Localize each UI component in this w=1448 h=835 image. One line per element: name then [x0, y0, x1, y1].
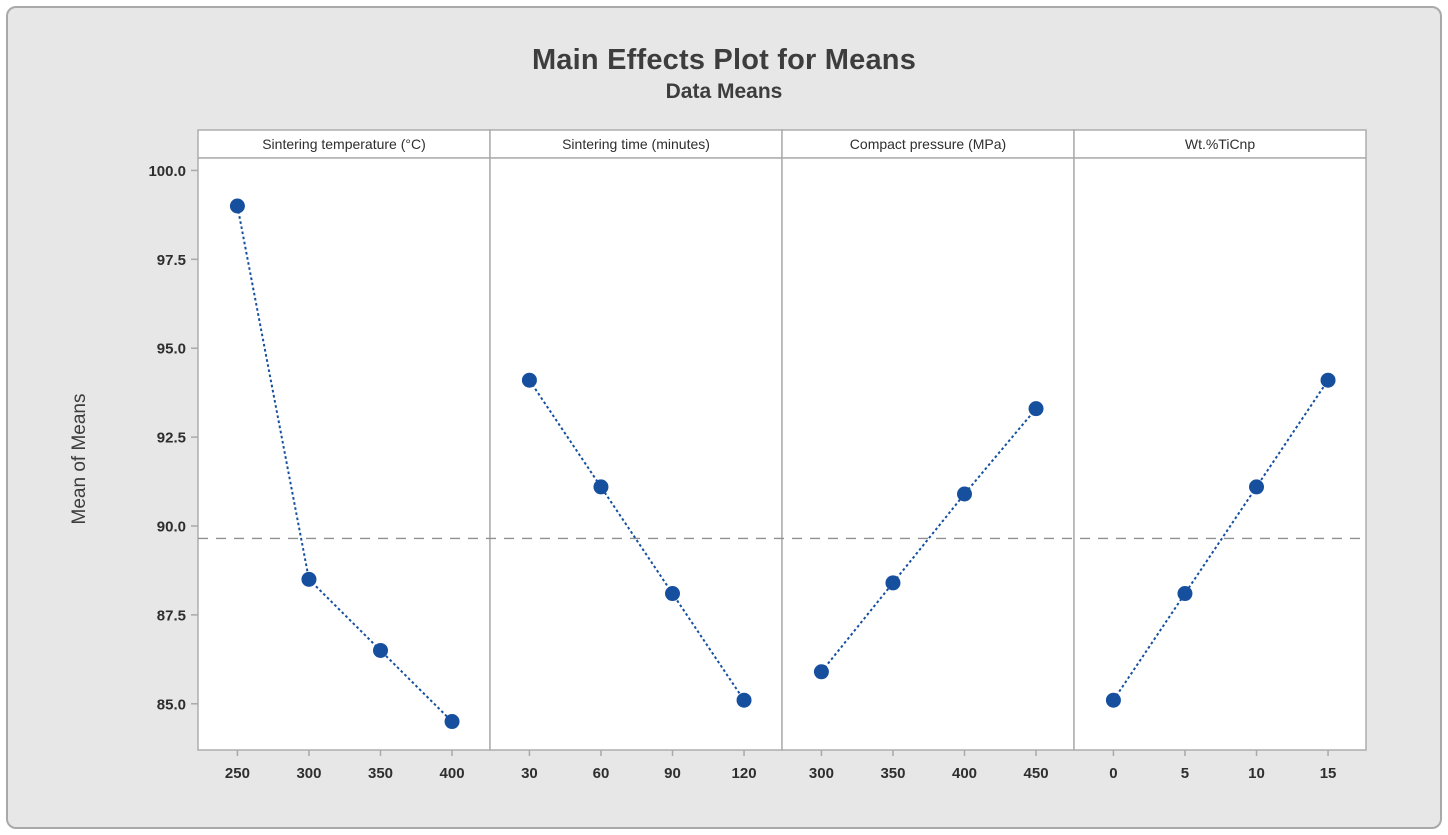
- data-point: [1249, 479, 1264, 495]
- panel-body: [489, 157, 783, 751]
- data-point: [444, 714, 460, 730]
- x-tick-label: 30: [521, 765, 538, 782]
- data-point: [957, 486, 972, 502]
- panel-body: [781, 157, 1075, 751]
- x-tick-label: 0: [1109, 765, 1117, 782]
- panel-header-label: Compact pressure (MPa): [850, 136, 1006, 152]
- y-tick-label: 92.5: [157, 430, 186, 447]
- x-tick-label: 250: [225, 765, 250, 782]
- panel-header-cell: [197, 129, 491, 159]
- data-point: [1105, 692, 1121, 708]
- data-point: [229, 198, 245, 214]
- chart-subtitle: Data Means: [665, 80, 783, 103]
- x-tick-label: 350: [880, 765, 905, 782]
- data-point: [885, 575, 901, 591]
- x-tick-label: 350: [368, 765, 393, 782]
- data-point: [593, 479, 609, 495]
- data-point: [1320, 372, 1336, 388]
- x-tick-label: 300: [296, 765, 321, 782]
- series-line: [236, 205, 453, 723]
- y-tick-label: 100.0: [148, 163, 186, 180]
- data-point: [736, 692, 752, 708]
- y-tick-label: 87.5: [157, 607, 186, 624]
- panel-header-label: Sintering time (minutes): [562, 136, 710, 152]
- x-tick-label: 400: [952, 765, 977, 782]
- x-tick-label: 5: [1181, 765, 1189, 782]
- panel-header-label: Wt.%TiCnp: [1185, 136, 1255, 152]
- panel-body: [197, 157, 491, 751]
- x-tick-label: 90: [664, 765, 681, 782]
- data-point: [813, 664, 829, 680]
- x-tick-label: 60: [593, 765, 610, 782]
- x-tick-label: 450: [1024, 765, 1049, 782]
- panel-header-label: Sintering temperature (°C): [262, 136, 426, 152]
- data-point: [521, 372, 537, 388]
- panel-body: [1073, 157, 1367, 751]
- y-tick-label: 85.0: [157, 696, 186, 713]
- y-tick-label: 90.0: [157, 519, 186, 536]
- data-point: [665, 586, 680, 602]
- data-point: [373, 642, 388, 658]
- series-line: [1112, 379, 1329, 701]
- y-tick-label: 97.5: [157, 252, 186, 269]
- figure-frame: Main Effects Plot for Means Data Means M…: [6, 6, 1442, 829]
- chart-title: Main Effects Plot for Means: [531, 44, 917, 76]
- x-tick-label: 120: [732, 765, 757, 782]
- data-point: [301, 571, 317, 587]
- x-tick-label: 10: [1248, 765, 1265, 782]
- x-tick-label: 15: [1320, 765, 1337, 782]
- data-point: [1028, 401, 1044, 417]
- data-point: [1177, 586, 1193, 602]
- series-line: [528, 379, 745, 701]
- x-tick-label: 400: [440, 765, 465, 782]
- main-effects-plot: Sintering temperature (°C) Sintering time…: [148, 129, 1367, 782]
- y-tick-label: 95.0: [157, 341, 186, 358]
- x-tick-label: 300: [809, 765, 834, 782]
